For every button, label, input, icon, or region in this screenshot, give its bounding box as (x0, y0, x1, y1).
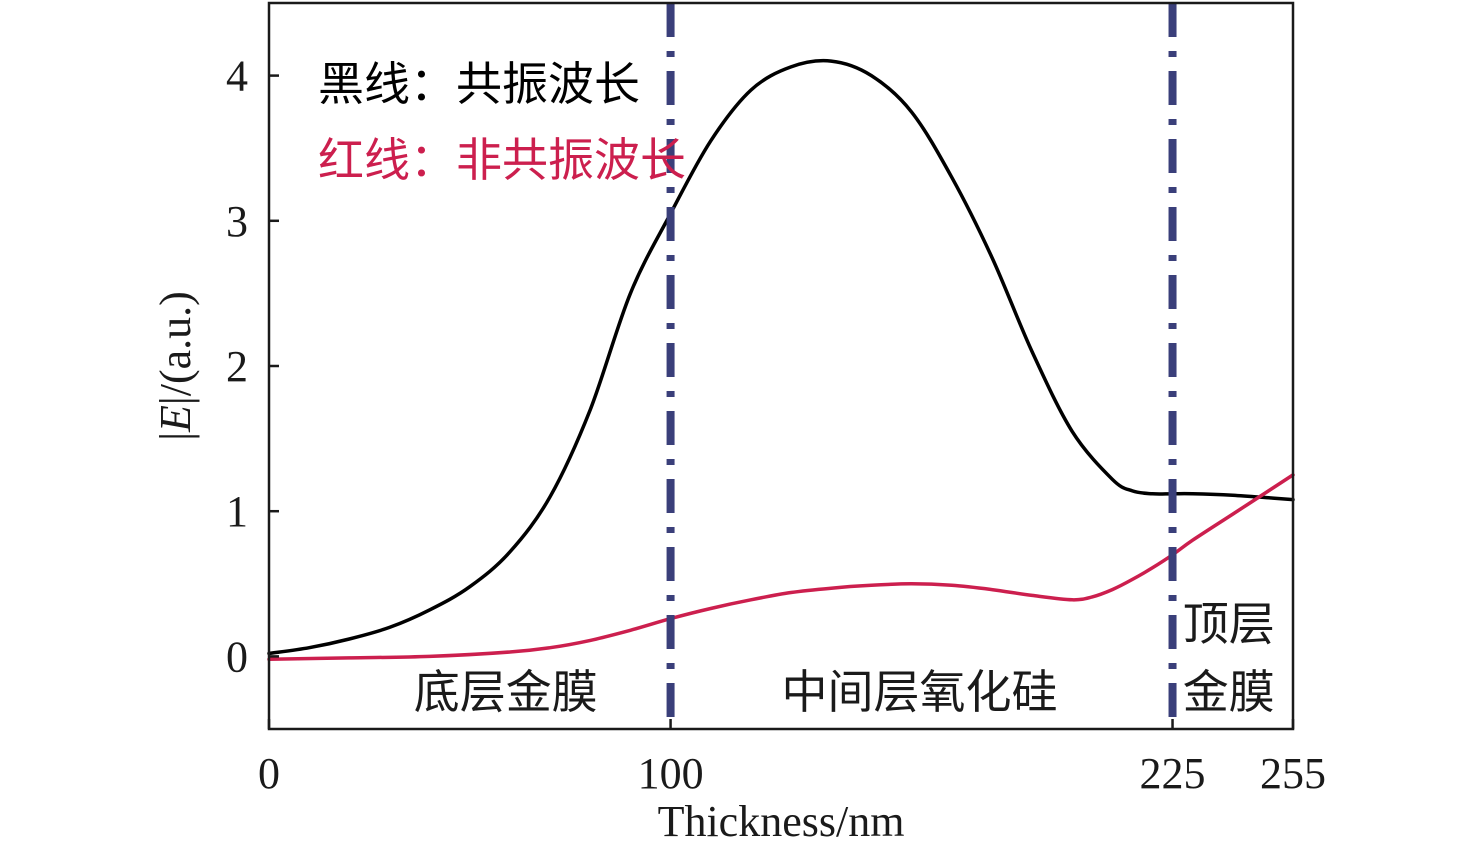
series-layer (267, 58, 1295, 662)
legend-entry-red: 红线：非共振波长 (318, 133, 686, 187)
legend: 黑线：共振波长 红线：非共振波长 (318, 57, 686, 187)
y-tick-label: 0 (226, 632, 248, 681)
y-tick-label: 2 (226, 342, 248, 391)
legend-entry-black: 黑线：共振波长 (318, 57, 640, 111)
y-axis-title-symbol: E (151, 405, 200, 433)
series-line-black (267, 58, 1295, 656)
series-line-red (267, 473, 1295, 662)
region-label-silica: 中间层氧化硅 (782, 665, 1058, 719)
y-axis-title: |E|/(a.u.) (151, 291, 200, 441)
x-tick-label: 0 (258, 749, 280, 798)
x-axis-title: Thickness/nm (658, 797, 905, 846)
y-axis-title-prefix: | (151, 432, 200, 441)
y-tick-label: 3 (226, 197, 248, 246)
x-tick-label: 100 (638, 749, 704, 798)
y-tick-label: 1 (226, 487, 248, 536)
plot-frame (267, 1, 1295, 731)
x-tick-label: 225 (1140, 749, 1206, 798)
region-dividers (666, 3, 1177, 729)
region-label-top-line2: 金膜 (1183, 665, 1275, 719)
axis-ticks: 0 100 225 255 0 1 2 3 4 (226, 52, 1326, 798)
y-axis-title-suffix: |/(a.u.) (151, 291, 200, 405)
x-tick-label: 255 (1260, 749, 1326, 798)
y-tick-label: 4 (226, 52, 248, 101)
region-labels: 底层金膜 中间层氧化硅 顶层 金膜 (414, 597, 1275, 719)
region-label-bottom-gold: 底层金膜 (414, 665, 598, 719)
region-label-top-line1: 顶层 (1183, 597, 1275, 651)
